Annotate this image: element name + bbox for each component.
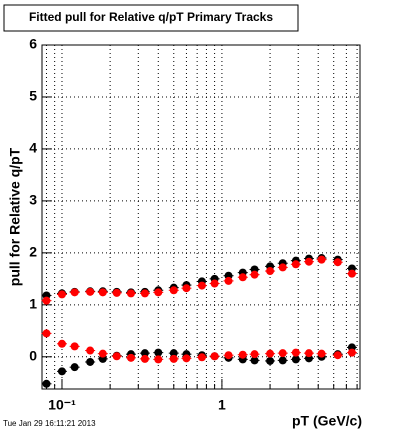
marker [304, 349, 313, 358]
timestamp: Tue Jan 29 16:11:21 2013 [3, 419, 96, 428]
marker [126, 289, 135, 298]
marker [169, 286, 178, 295]
marker [224, 351, 233, 360]
marker [197, 281, 206, 290]
marker [250, 356, 259, 365]
x-axis-label: pT (GeV/c) [292, 413, 362, 429]
marker [291, 348, 300, 357]
marker [42, 296, 51, 305]
marker [266, 356, 275, 365]
y-axis-label: pull for Relative q/pT [7, 147, 23, 286]
marker [86, 287, 95, 296]
marker [57, 367, 66, 376]
marker [169, 354, 178, 363]
marker [347, 269, 356, 278]
marker [224, 276, 233, 285]
y-tick-label: 0 [29, 347, 37, 363]
marker [70, 363, 79, 372]
y-tick-label: 6 [29, 36, 37, 52]
marker [182, 284, 191, 293]
y-tick-label: 3 [29, 192, 37, 208]
marker [278, 356, 287, 365]
marker [210, 279, 219, 288]
marker [57, 290, 66, 299]
y-tick-label: 4 [29, 140, 37, 156]
marker [140, 349, 149, 358]
marker [238, 350, 247, 359]
marker [278, 349, 287, 358]
marker [140, 289, 149, 298]
x-tick-label: 1 [218, 397, 226, 413]
marker [112, 288, 121, 297]
marker [98, 349, 107, 358]
marker [86, 357, 95, 366]
marker [333, 351, 342, 360]
marker [238, 273, 247, 282]
marker [291, 260, 300, 269]
marker [70, 288, 79, 297]
marker [250, 270, 259, 279]
marker [197, 353, 206, 362]
marker [291, 355, 300, 364]
y-tick-label: 1 [29, 296, 37, 312]
marker [317, 349, 326, 358]
marker [70, 342, 79, 351]
marker [304, 257, 313, 266]
marker [154, 348, 163, 357]
marker [333, 258, 342, 267]
x-tick-label: 10⁻¹ [48, 397, 76, 413]
marker [182, 354, 191, 363]
marker [112, 352, 121, 361]
marker [347, 348, 356, 357]
marker [126, 353, 135, 362]
marker [154, 288, 163, 297]
marker [57, 339, 66, 348]
y-tick-label: 5 [29, 88, 37, 104]
marker [154, 355, 163, 364]
title-box [3, 4, 299, 32]
marker [86, 346, 95, 355]
marker [210, 352, 219, 361]
marker [98, 288, 107, 297]
marker [169, 349, 178, 358]
marker [266, 267, 275, 276]
plot-frame [41, 44, 361, 390]
marker [250, 350, 259, 359]
chart-title: Fitted pull for Relative q/pT Primary Tr… [29, 10, 273, 24]
marker [140, 354, 149, 363]
marker [42, 329, 51, 338]
marker [317, 255, 326, 264]
y-tick-label: 2 [29, 244, 37, 260]
marker [266, 349, 275, 358]
marker [42, 379, 51, 388]
marker [278, 263, 287, 272]
